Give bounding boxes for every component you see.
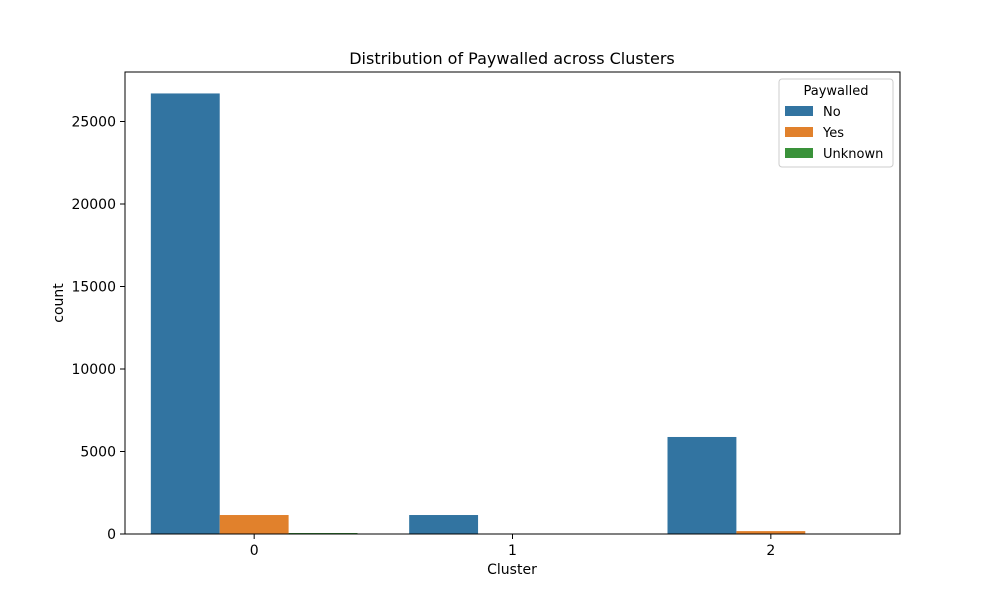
legend-label-unknown: Unknown [823, 147, 883, 162]
legend-title: Paywalled [804, 84, 869, 99]
y-tick-label: 10000 [71, 362, 116, 378]
legend-swatch-unknown [785, 148, 813, 158]
y-tick-label: 5000 [80, 445, 116, 461]
chart-title: Distribution of Paywalled across Cluster… [349, 49, 675, 68]
bars-layer [150, 93, 806, 534]
x-tick-label: 2 [766, 543, 775, 559]
bar-no-cluster-1 [409, 515, 479, 534]
y-tick-label: 20000 [71, 197, 116, 213]
x-tick-label: 0 [250, 543, 259, 559]
legend-box [778, 78, 894, 168]
bar-no-cluster-0 [150, 93, 220, 534]
bar-yes-cluster-0 [219, 515, 289, 534]
bar-no-cluster-2 [667, 436, 737, 534]
legend-label-no: No [823, 105, 841, 120]
legend-swatch-yes [785, 127, 813, 137]
y-tick-label: 0 [107, 527, 116, 543]
y-tick-label: 15000 [71, 280, 116, 296]
axes-layer: 0 1 2 0 5000 10000 15000 20000 25000 [71, 71, 901, 559]
plot-frame [124, 71, 901, 535]
legend: Paywalled No Yes Unknown [778, 78, 894, 168]
y-tick-label: 25000 [71, 115, 116, 131]
x-tick-label: 1 [508, 543, 517, 559]
legend-swatch-no [785, 106, 813, 116]
x-axis-label: Cluster [487, 562, 537, 578]
bar-yes-cluster-2 [736, 531, 806, 534]
legend-label-yes: Yes [822, 126, 844, 141]
y-axis-label: count [51, 283, 67, 323]
